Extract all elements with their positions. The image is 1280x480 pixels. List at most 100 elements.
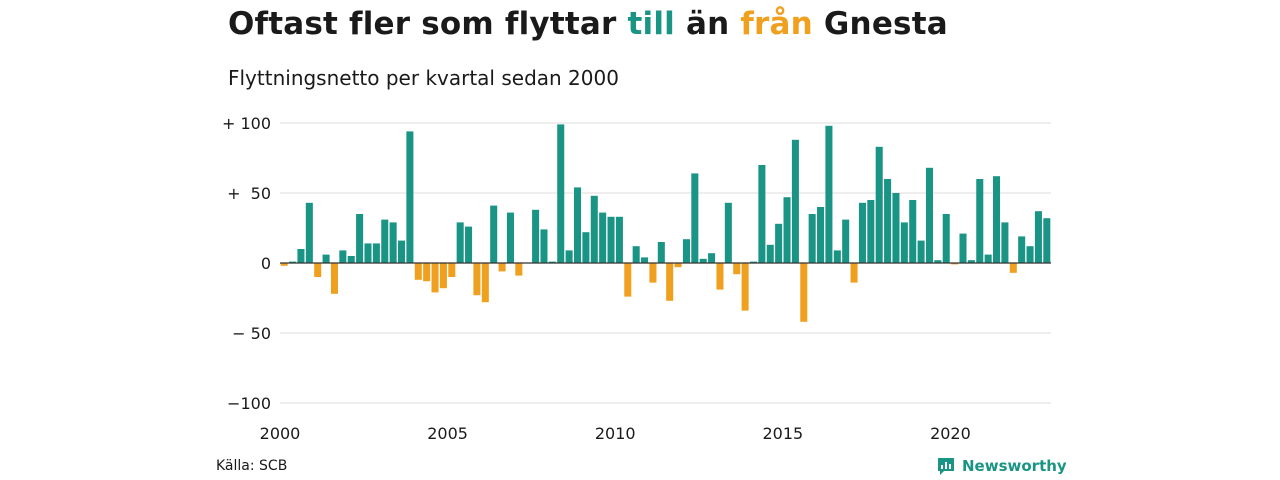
bar <box>1018 236 1026 263</box>
bar <box>993 176 1001 263</box>
bar <box>1043 218 1051 263</box>
newsworthy-logo-icon <box>938 458 954 475</box>
x-tick-label: 2010 <box>595 424 636 440</box>
bar <box>1001 222 1009 263</box>
bar <box>833 250 841 263</box>
bar <box>557 124 565 264</box>
bar <box>741 263 749 311</box>
x-tick-label: 2020 <box>930 424 971 440</box>
bar <box>280 263 288 266</box>
bar <box>599 212 607 263</box>
bar <box>775 223 783 263</box>
bar <box>473 263 481 296</box>
bar <box>540 229 548 263</box>
bar <box>439 263 447 289</box>
bar <box>959 233 967 263</box>
bar <box>858 202 866 263</box>
bar <box>850 263 858 283</box>
bar <box>414 263 422 280</box>
bar <box>942 214 950 263</box>
bar <box>431 263 439 293</box>
bar <box>289 261 297 263</box>
bar <box>699 258 707 263</box>
bar <box>691 173 699 263</box>
bar <box>674 263 682 268</box>
x-tick-label: 2000 <box>260 424 301 440</box>
bar <box>481 263 489 303</box>
bar <box>389 222 397 263</box>
title-part-1: Oftast fler som flyttar <box>228 6 628 42</box>
title-out-word: från <box>740 6 813 42</box>
bar <box>372 243 380 263</box>
bar <box>649 263 657 283</box>
bar <box>917 240 925 263</box>
title-part-3: Gnesta <box>812 6 948 42</box>
bar <box>909 200 917 263</box>
bar <box>465 226 473 263</box>
bar <box>423 263 431 282</box>
y-tick-label: 0 <box>261 254 271 273</box>
bar <box>758 165 766 263</box>
bar <box>1034 211 1042 263</box>
bar <box>951 263 959 265</box>
brand-logo: Newsworthy <box>936 456 1067 476</box>
bar <box>398 240 406 263</box>
title-in-word: till <box>627 6 675 42</box>
bar <box>733 263 741 275</box>
bar-chart: + 100 + 50 0 − 50 −100 2000 2005 2010 2015 2020 <box>222 114 1051 440</box>
bar <box>791 139 799 263</box>
bar <box>641 257 649 263</box>
bar <box>934 260 942 263</box>
y-axis-ticks: + 100 + 50 0 − 50 −100 <box>222 114 271 413</box>
bar <box>783 197 791 263</box>
bar <box>624 263 632 297</box>
bar <box>498 263 506 272</box>
bar <box>515 263 523 276</box>
bar <box>766 244 774 263</box>
bar <box>582 232 590 263</box>
bar <box>976 179 984 263</box>
bar <box>615 216 623 263</box>
bar <box>573 187 582 263</box>
bar <box>657 242 665 263</box>
bar <box>682 239 690 263</box>
bar <box>406 131 414 263</box>
x-axis-ticks: 2000 2005 2010 2015 2020 <box>260 424 971 440</box>
brand-name: Newsworthy <box>962 457 1067 475</box>
bar <box>356 214 364 263</box>
bar <box>632 246 640 263</box>
bar <box>892 193 900 263</box>
bar <box>506 212 514 263</box>
bar <box>708 253 716 263</box>
y-tick-label: + 100 <box>222 114 271 133</box>
x-tick-label: 2005 <box>427 424 468 440</box>
bar <box>817 207 825 263</box>
bar <box>532 209 540 263</box>
title-part-2: än <box>674 6 741 42</box>
bar <box>322 254 330 263</box>
bar <box>666 263 674 301</box>
bar <box>800 263 808 322</box>
bar <box>347 256 355 263</box>
bar <box>808 214 816 263</box>
bar <box>884 179 892 263</box>
bar <box>548 261 556 263</box>
bar <box>925 167 933 263</box>
bar <box>448 263 456 277</box>
bar <box>565 250 573 263</box>
y-tick-label: − 50 <box>232 324 271 343</box>
bar <box>716 263 724 290</box>
bar <box>875 146 883 263</box>
x-tick-label: 2015 <box>762 424 803 440</box>
source-note: Källa: SCB <box>216 458 288 474</box>
bar <box>724 202 732 263</box>
bar <box>314 263 322 277</box>
bar <box>456 222 464 263</box>
bar <box>967 260 975 263</box>
bar <box>590 195 598 263</box>
bar <box>607 216 615 263</box>
bar <box>490 205 498 263</box>
bar <box>749 261 758 263</box>
chart-subtitle: Flyttningsnetto per kvartal sedan 2000 <box>228 66 619 90</box>
y-tick-label: −100 <box>227 394 271 413</box>
